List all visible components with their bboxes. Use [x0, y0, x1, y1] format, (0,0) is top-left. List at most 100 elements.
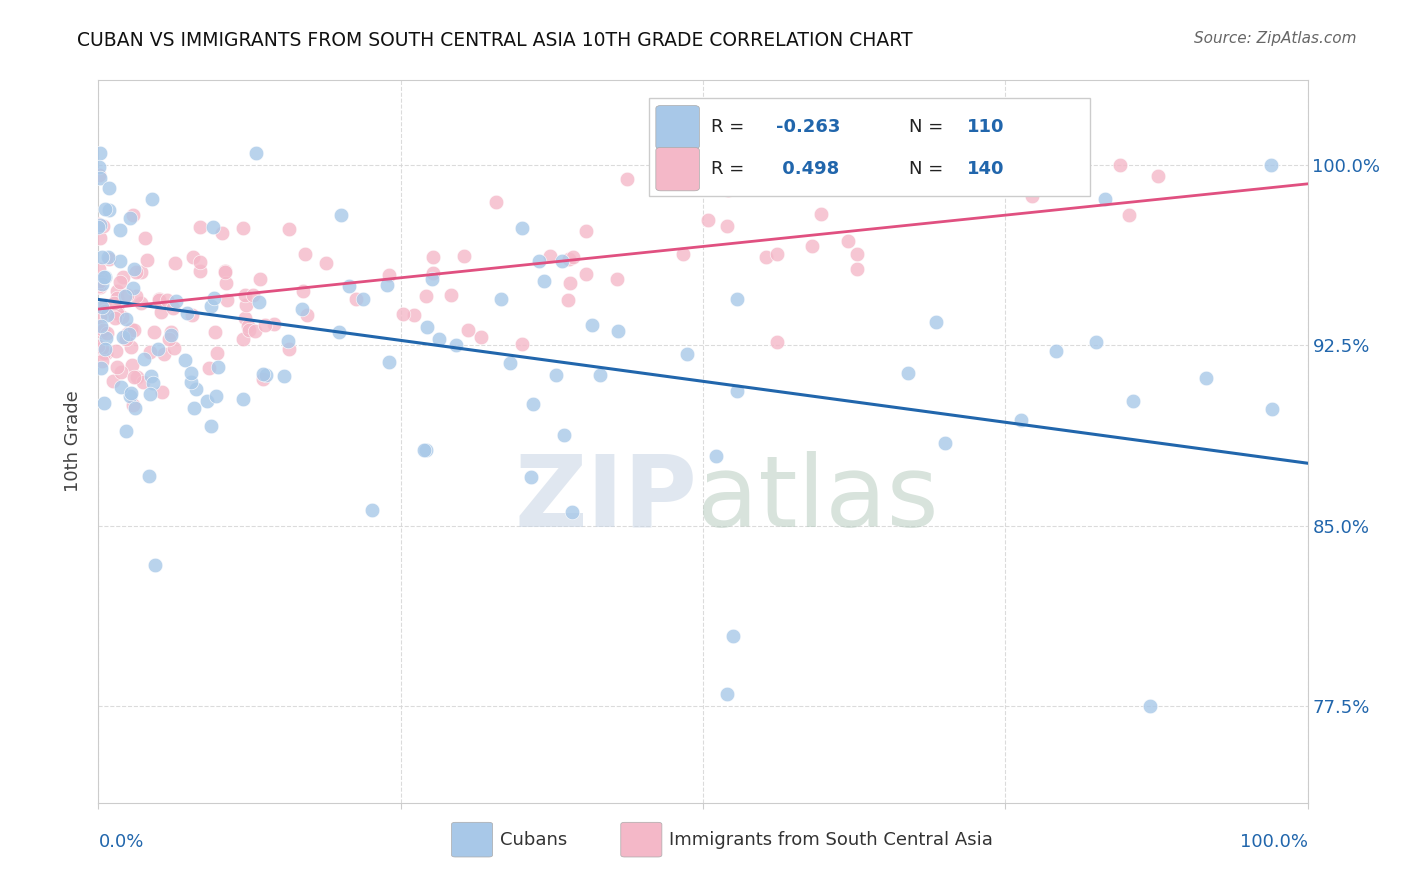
Point: [183, 250, 205, 264]
Text: atlas: atlas: [697, 450, 939, 548]
Point: [337, 278, 360, 293]
Point: [94, 346, 117, 360]
Point: [1045, 343, 1067, 358]
Point: [538, 249, 561, 263]
Point: [415, 288, 437, 302]
Point: [249, 272, 271, 286]
Point: [120, 386, 142, 401]
Point: [510, 221, 533, 235]
Point: [197, 360, 219, 375]
Point: [205, 345, 228, 359]
Point: [238, 323, 260, 337]
Point: [232, 221, 254, 235]
Point: [606, 271, 628, 285]
Point: [87, 339, 110, 353]
Text: Source: ZipAtlas.com: Source: ZipAtlas.com: [1194, 31, 1357, 46]
Point: [231, 332, 253, 346]
Point: [377, 355, 399, 369]
Point: [392, 307, 415, 321]
Point: [183, 401, 205, 416]
Point: [129, 296, 152, 310]
Point: [235, 298, 257, 312]
Point: [148, 292, 170, 306]
Point: [97, 181, 120, 195]
Point: [810, 206, 832, 220]
Point: [427, 333, 450, 347]
Point: [93, 269, 115, 284]
Point: [103, 305, 125, 319]
Point: [278, 342, 301, 356]
Point: [136, 253, 159, 268]
Point: [446, 338, 468, 352]
Point: [925, 315, 948, 329]
Point: [93, 202, 115, 217]
Point: [254, 368, 277, 383]
Point: [89, 278, 111, 293]
Point: [315, 255, 337, 269]
Point: [800, 239, 823, 253]
Text: N =: N =: [908, 119, 949, 136]
Point: [1122, 394, 1144, 409]
Point: [247, 294, 270, 309]
Point: [111, 310, 134, 325]
Point: [236, 318, 259, 333]
Point: [245, 145, 267, 160]
Point: [1021, 189, 1043, 203]
Point: [89, 170, 111, 185]
Point: [108, 223, 131, 237]
Point: [120, 321, 142, 335]
Point: [440, 287, 463, 301]
Point: [232, 392, 254, 406]
Point: [522, 397, 544, 411]
Point: [606, 324, 628, 338]
Point: [195, 394, 218, 409]
FancyBboxPatch shape: [648, 98, 1090, 196]
Text: CUBAN VS IMMIGRANTS FROM SOUTH CENTRAL ASIA 10TH GRADE CORRELATION CHART: CUBAN VS IMMIGRANTS FROM SOUTH CENTRAL A…: [77, 31, 912, 50]
FancyBboxPatch shape: [621, 822, 662, 857]
Point: [87, 277, 110, 292]
Point: [90, 250, 112, 264]
Text: -0.263: -0.263: [776, 119, 839, 136]
Point: [292, 284, 315, 298]
Point: [125, 265, 148, 279]
Point: [1260, 157, 1282, 171]
Point: [485, 194, 508, 209]
Point: [561, 505, 583, 519]
Point: [420, 272, 443, 286]
Point: [329, 208, 352, 222]
Point: [118, 326, 141, 341]
Point: [721, 629, 744, 643]
Point: [150, 305, 173, 319]
Point: [160, 325, 183, 339]
Point: [533, 274, 555, 288]
Point: [115, 332, 138, 346]
Point: [165, 293, 187, 308]
Point: [93, 219, 115, 233]
Point: [180, 375, 202, 389]
Point: [672, 247, 695, 261]
Point: [766, 335, 789, 350]
Point: [551, 254, 574, 268]
Text: 110: 110: [966, 119, 1004, 136]
Point: [704, 450, 727, 464]
Point: [157, 332, 180, 346]
Point: [124, 289, 146, 303]
Point: [588, 368, 610, 382]
Point: [575, 224, 598, 238]
Point: [163, 341, 186, 355]
Point: [553, 427, 575, 442]
Point: [94, 269, 117, 284]
Point: [105, 305, 128, 319]
Point: [163, 255, 186, 269]
Point: [94, 303, 117, 318]
Point: [108, 275, 131, 289]
Point: [422, 266, 444, 280]
Point: [93, 396, 115, 410]
Point: [273, 368, 295, 383]
Point: [143, 325, 166, 339]
Point: [202, 291, 225, 305]
Text: N =: N =: [908, 161, 949, 178]
Point: [146, 343, 169, 357]
Point: [152, 384, 174, 399]
Point: [110, 379, 132, 393]
